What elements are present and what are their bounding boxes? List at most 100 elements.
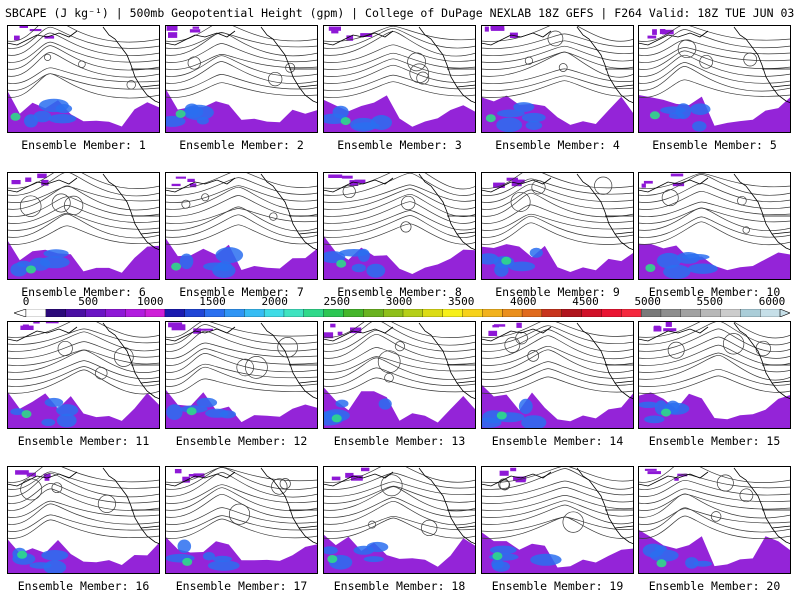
colorbar-tick-label: 0	[22, 295, 30, 308]
ensemble-map	[638, 25, 791, 133]
height-contours	[481, 321, 634, 394]
colorbar-tick-label: 4000	[510, 295, 537, 308]
colorbar-tick-label: 4500	[572, 295, 599, 308]
colorbar-swatch	[363, 309, 384, 317]
coastlines	[165, 173, 318, 251]
colorbar-swatch	[383, 309, 404, 317]
colorbar-swatch	[343, 309, 364, 317]
ensemble-map	[7, 466, 160, 574]
colorbar-swatch	[740, 309, 761, 317]
cape-field	[323, 467, 476, 574]
coastlines	[323, 322, 476, 400]
ensemble-member-label: Ensemble Member: 4	[495, 138, 620, 152]
ensemble-member-label: Ensemble Member: 5	[652, 138, 777, 152]
ensemble-map-panel	[323, 25, 476, 133]
ensemble-map-panel	[638, 466, 791, 574]
ensemble-map-panel	[7, 172, 160, 280]
coastlines	[323, 173, 476, 251]
colorbar-swatch	[105, 309, 126, 317]
height-contours	[638, 172, 791, 246]
ensemble-map	[7, 172, 160, 280]
colorbar-swatch	[482, 309, 503, 317]
height-contours	[7, 321, 160, 395]
ensemble-member-label: Ensemble Member: 12	[175, 434, 308, 448]
map-title: SBCAPE (J kg⁻¹) | 500mb Geopotential Hei…	[5, 6, 800, 20]
cape-field	[638, 173, 791, 280]
coastlines	[165, 322, 318, 400]
colorbar-tick-label: 2000	[261, 295, 288, 308]
ensemble-map-panel	[638, 172, 791, 280]
colorbar-swatch	[45, 309, 67, 317]
colorbar-swatch	[204, 309, 225, 317]
colorbar-swatch	[720, 309, 741, 317]
ensemble-map-panel	[165, 321, 318, 429]
ensemble-map-panel	[481, 172, 634, 280]
colorbar-tick-label: 1000	[137, 295, 164, 308]
ensemble-map	[323, 321, 476, 429]
height-contours	[638, 25, 791, 98]
ensemble-map-panel	[323, 466, 476, 574]
ensemble-member-label: Ensemble Member: 9	[495, 285, 620, 299]
colorbar-swatch	[65, 309, 86, 317]
colorbar-swatch	[502, 309, 523, 317]
colorbar-swatch	[303, 309, 325, 317]
colorbar-swatch	[581, 309, 602, 317]
ensemble-member-label: Ensemble Member: 19	[491, 579, 624, 593]
ensemble-map-panel	[481, 25, 634, 133]
ensemble-member-label: Ensemble Member: 13	[333, 434, 466, 448]
colorbar-tick-label: 5500	[696, 295, 724, 308]
colorbar-swatch	[263, 309, 285, 317]
ensemble-member-label: Ensemble Member: 14	[491, 434, 624, 448]
coastlines	[165, 467, 318, 545]
colorbar-swatch	[700, 309, 721, 317]
height-contours	[165, 172, 318, 245]
colorbar-swatch	[25, 309, 47, 317]
ensemble-map-panel	[323, 172, 476, 280]
ensemble-map	[165, 172, 318, 280]
ensemble-map	[323, 466, 476, 574]
colorbar-swatch	[402, 309, 424, 317]
ensemble-map-panel	[7, 466, 160, 574]
colorbar-swatch	[601, 309, 622, 317]
colorbar-swatch	[144, 309, 166, 317]
height-contours	[638, 466, 791, 539]
cape-field	[7, 470, 160, 574]
ensemble-map	[638, 172, 791, 280]
ensemble-member-label: Ensemble Member: 15	[648, 434, 781, 448]
cape-field	[165, 322, 318, 429]
colorbar-swatch	[244, 309, 265, 317]
height-contours	[323, 321, 476, 394]
colorbar-swatch	[283, 309, 305, 317]
cape-field	[638, 468, 791, 574]
coastlines	[638, 26, 791, 104]
coastlines	[7, 467, 160, 545]
ensemble-member-label: Ensemble Member: 7	[179, 285, 304, 299]
ensemble-member-label: Ensemble Member: 20	[648, 579, 781, 593]
colorbar-swatch	[323, 309, 344, 317]
height-contours	[638, 321, 791, 394]
ensemble-member-label: Ensemble Member: 1	[21, 138, 146, 152]
colorbar	[14, 309, 790, 317]
ensemble-map	[481, 321, 634, 429]
ensemble-member-label: Ensemble Member: 16	[17, 579, 150, 593]
ensemble-map	[7, 321, 160, 429]
coastlines	[638, 173, 791, 251]
ensemble-map	[481, 466, 634, 574]
ensemble-member-label: Ensemble Member: 10	[648, 285, 781, 299]
coastlines	[7, 322, 160, 400]
ensemble-map	[638, 466, 791, 574]
colorbar-tick-label: 2500	[323, 295, 351, 308]
height-contours	[323, 25, 476, 98]
ensemble-map	[638, 321, 791, 429]
colorbar-swatch	[521, 309, 543, 317]
ensemble-map	[323, 172, 476, 280]
ensemble-member-label: Ensemble Member: 6	[21, 285, 146, 299]
height-contours	[323, 466, 476, 539]
cape-field	[7, 25, 160, 133]
colorbar-swatch	[462, 309, 483, 317]
ensemble-map-panel	[638, 25, 791, 133]
cape-field	[638, 322, 791, 429]
height-contours	[7, 25, 160, 99]
colorbar-tick-label: 6000	[758, 295, 786, 308]
colorbar-swatch	[442, 309, 463, 317]
